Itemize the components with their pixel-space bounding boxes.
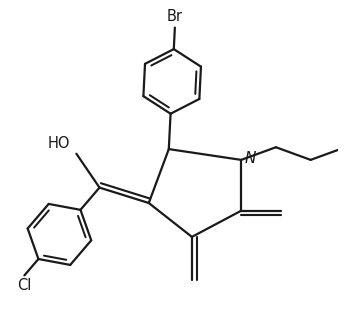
Text: Br: Br	[167, 10, 183, 24]
Text: HO: HO	[48, 136, 70, 151]
Text: Cl: Cl	[17, 278, 32, 293]
Text: N: N	[244, 151, 256, 166]
